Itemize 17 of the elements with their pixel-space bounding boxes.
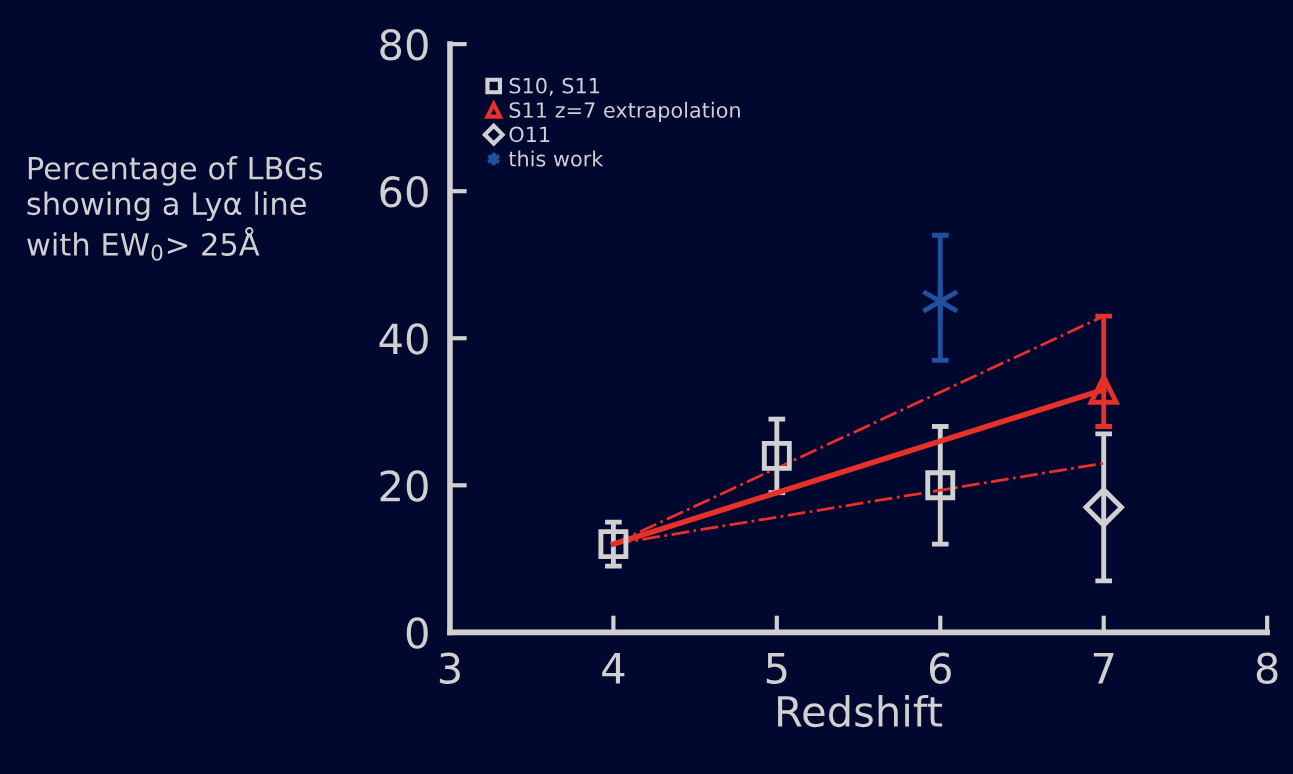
- y-tick-label: 0: [406, 617, 428, 649]
- y-tick-label: 60: [380, 176, 428, 208]
- legend-label: S11 z=7 extrapolation: [509, 101, 740, 122]
- x-tick-label: 8: [1256, 652, 1278, 685]
- x-tick-label: 5: [766, 653, 787, 685]
- legend-label: this work: [508, 150, 604, 167]
- x-tick-label: 4: [602, 653, 625, 684]
- y-tick-label: 80: [380, 29, 428, 61]
- x-tick-label: 6: [929, 652, 951, 685]
- y-tick-label: 40: [379, 323, 428, 355]
- y-axis-title: Percentage of LBGs showing a Lyα line with EW$_{0}$> 25Å: [27, 156, 323, 261]
- x-tick-label: 7: [1093, 653, 1114, 684]
- x-axis-title: Redshift: [778, 694, 943, 728]
- legend-label: S10, S11: [509, 77, 600, 96]
- legend-label: O11: [509, 126, 550, 143]
- y-tick-label: 20: [380, 470, 428, 502]
- x-tick-label: 3: [439, 652, 460, 685]
